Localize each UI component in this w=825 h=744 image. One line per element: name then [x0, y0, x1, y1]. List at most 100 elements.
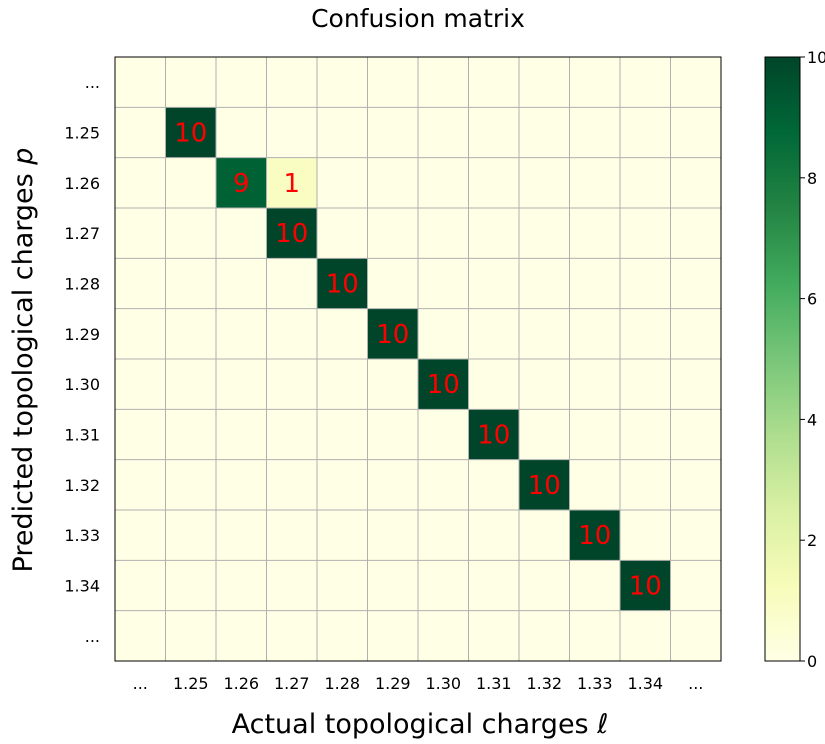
y-tick-label: 1.30 — [64, 375, 100, 394]
heatmap-cell — [670, 57, 721, 108]
colorbar: 0 2 4 6 8 10 — [764, 48, 825, 671]
heatmap-cell — [519, 610, 570, 661]
x-tick-label: 1.28 — [324, 674, 360, 693]
y-tick-label: 1.34 — [64, 577, 100, 596]
y-tick-label: 1.33 — [64, 526, 100, 545]
cell-value-label: 1 — [283, 169, 300, 199]
heatmap-cell — [216, 409, 267, 460]
heatmap-cell — [670, 409, 721, 460]
x-tick-label: 1.32 — [526, 674, 562, 693]
heatmap-cell — [216, 107, 267, 158]
cell-value-label: 9 — [233, 169, 250, 199]
heatmap-cell — [468, 459, 519, 510]
colorbar-gradient — [764, 56, 801, 662]
heatmap-cell — [620, 409, 671, 460]
heatmap-cell — [418, 258, 469, 309]
heatmap-cell — [216, 157, 267, 208]
heatmap-cell — [317, 57, 368, 108]
heatmap-cell — [468, 560, 519, 611]
heatmap-cell — [115, 157, 166, 208]
heatmap-cell — [468, 208, 519, 259]
cell-value-label: 10 — [629, 572, 662, 602]
heatmap-cell — [519, 57, 570, 108]
heatmap-cell — [468, 359, 519, 410]
heatmap-cell — [266, 258, 317, 309]
plot-frame — [114, 56, 722, 662]
x-axis-label: Actual topological charges ℓ — [232, 709, 609, 740]
colorbar-tick-label: 4 — [807, 410, 817, 429]
heatmap-cell — [418, 610, 469, 661]
heatmap-cell — [266, 308, 317, 359]
heatmap-cell — [418, 560, 469, 611]
heatmap-cell — [317, 560, 368, 611]
heatmap-cell — [266, 409, 317, 460]
heatmap-cell — [165, 308, 216, 359]
heatmap-cell — [519, 308, 570, 359]
heatmap-cell — [670, 560, 721, 611]
heatmap-cell — [620, 107, 671, 158]
colorbar-tick-label: 0 — [807, 652, 817, 671]
colorbar-tick-label: 2 — [807, 531, 817, 550]
y-tick-label: 1.26 — [64, 174, 100, 193]
heatmap-cell — [569, 308, 620, 359]
y-tick-label: 1.32 — [64, 476, 100, 495]
heatmap-cell — [115, 560, 166, 611]
heatmap-cell — [367, 459, 418, 510]
heatmap-cell — [418, 308, 469, 359]
heatmap-cell — [418, 409, 469, 460]
heatmap-cell — [266, 107, 317, 158]
heatmap-cell — [165, 560, 216, 611]
heatmap-cell — [569, 208, 620, 259]
heatmap-cell — [216, 610, 267, 661]
heatmap-cell — [165, 157, 216, 208]
heatmap-cell — [367, 510, 418, 561]
heatmap-cell — [418, 510, 469, 561]
heatmap-cell — [670, 510, 721, 561]
y-tick-label: 1.27 — [64, 224, 100, 243]
heatmap-cell — [670, 208, 721, 259]
heatmap-cell — [266, 157, 317, 208]
heatmap-cell — [620, 510, 671, 561]
heatmap-cell — [418, 157, 469, 208]
heatmap-cell — [418, 359, 469, 410]
heatmap-cell — [115, 107, 166, 158]
heatmap-cell — [317, 107, 368, 158]
heatmap-cell — [115, 459, 166, 510]
y-axis-label: Predicted topological charges p — [8, 148, 39, 573]
x-tick-label: 1.34 — [627, 674, 663, 693]
x-tick-label: 1.30 — [425, 674, 461, 693]
heatmap-cell — [468, 409, 519, 460]
heatmap-cell — [519, 560, 570, 611]
heatmap-cell — [418, 107, 469, 158]
heatmap-cell — [620, 157, 671, 208]
colorbar-ticks: 0 2 4 6 8 10 — [800, 48, 825, 671]
heatmap-cell — [367, 409, 418, 460]
heatmap-cell — [519, 157, 570, 208]
heatmap-cell — [115, 359, 166, 410]
heatmap-cell — [216, 510, 267, 561]
heatmap-cell — [266, 359, 317, 410]
heatmap-cell — [165, 610, 216, 661]
heatmap-cell — [569, 510, 620, 561]
heatmap-cell — [115, 57, 166, 108]
chart-title: Confusion matrix — [311, 4, 525, 33]
heatmap-cell — [317, 308, 368, 359]
cell-value-label: 10 — [528, 471, 561, 501]
heatmap-cell — [569, 157, 620, 208]
heatmap-cell — [216, 208, 267, 259]
heatmap-cell — [620, 610, 671, 661]
heatmap-cell — [620, 560, 671, 611]
cell-value-label: 10 — [326, 270, 359, 300]
heatmap-cell — [519, 409, 570, 460]
cell-value-label: 10 — [477, 421, 510, 451]
x-tick-label: 1.27 — [274, 674, 310, 693]
heatmap-cell — [519, 459, 570, 510]
heatmap-cell — [569, 610, 620, 661]
heatmap-cell — [165, 57, 216, 108]
colorbar-tick-label: 10 — [807, 48, 825, 67]
heatmap-cell — [317, 157, 368, 208]
heatmap-cell — [670, 610, 721, 661]
heatmap-cell — [670, 157, 721, 208]
y-tick-label: 1.28 — [64, 275, 100, 294]
